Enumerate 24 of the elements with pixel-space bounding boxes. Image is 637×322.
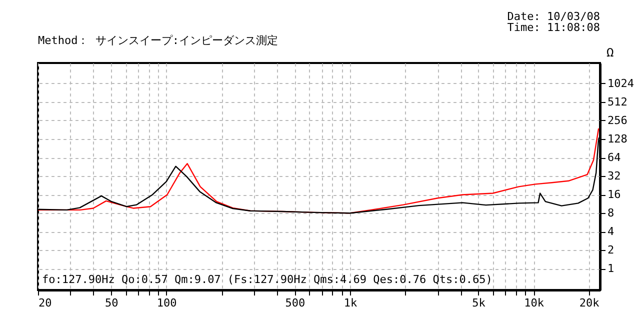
x-tick-label: 10k [524, 296, 544, 310]
text: Date: 10/03/08 [507, 10, 600, 23]
x-tick-label: 500 [285, 296, 306, 310]
y-tick-label: 32 [608, 170, 621, 183]
x-tick-label: 20 [38, 296, 52, 310]
chart-title: Method： サインスイープ:インピーダンス測定 [38, 34, 278, 47]
y-tick-label: 256 [608, 114, 628, 127]
annotation: fo:127.90Hz Qo:0.57 Qm:9.07 (Fs:127.90Hz Qms:4.69 Qes:0.76 Qts:0.65) [42, 273, 492, 286]
x-tick-label: 100 [156, 296, 177, 310]
x-tick-label: 1k [344, 296, 358, 310]
y-tick-label: 512 [608, 95, 628, 108]
x-tick-label: 50 [104, 296, 118, 310]
y-tick-label: 1 [608, 262, 614, 276]
y-tick-label: 64 [608, 151, 622, 164]
text: Time: 11:08:08 [507, 21, 600, 34]
y-tick-label: 16 [608, 188, 621, 202]
y-tick-label: 8 [608, 206, 614, 220]
y-tick-label: 4 [608, 225, 614, 238]
y-tick-label: 1024 [608, 76, 634, 90]
x-tick-label: 5k [472, 296, 486, 310]
x-tick-label: 20k [579, 296, 600, 310]
y-tick-label: 2 [608, 244, 614, 257]
y-axis-title: Ω [606, 46, 614, 60]
y-tick-label: 128 [608, 132, 628, 146]
